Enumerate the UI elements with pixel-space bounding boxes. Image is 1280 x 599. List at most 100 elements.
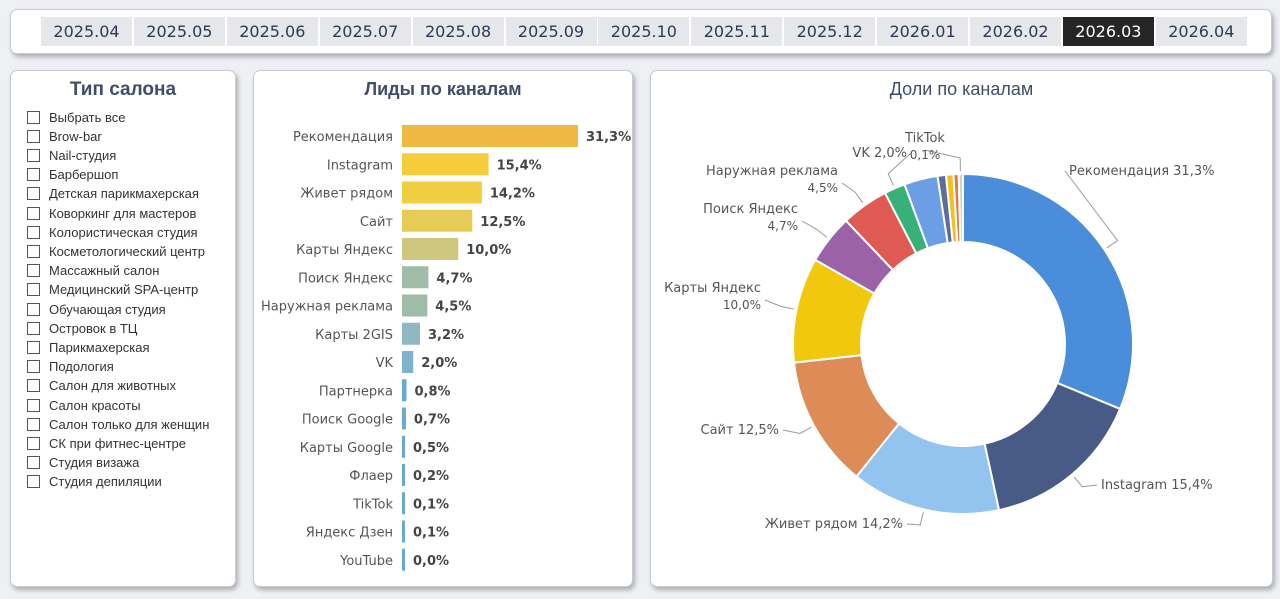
month-button-2025-05[interactable]: 2025.05	[133, 17, 225, 46]
bar[interactable]	[402, 322, 420, 345]
value-label: 0,0%	[413, 554, 449, 569]
month-button-2025-11[interactable]: 2025.11	[691, 17, 783, 46]
salon-type-label: Салон для животных	[49, 378, 176, 394]
month-button-2025-08[interactable]: 2025.08	[412, 17, 504, 46]
donut-slice[interactable]	[957, 172, 964, 244]
callout-value: 4,5%	[808, 181, 839, 195]
month-button-2025-10[interactable]: 2025.10	[598, 17, 690, 46]
month-button-2026-04[interactable]: 2026.04	[1155, 17, 1247, 46]
salon-type-item[interactable]: Подология	[27, 358, 232, 376]
salon-type-item[interactable]: Салон для животных	[27, 377, 232, 395]
checkbox[interactable]	[27, 225, 40, 239]
checkbox[interactable]	[27, 148, 40, 162]
salon-type-item[interactable]: Студия депиляции	[27, 473, 232, 491]
value-label: 2,0%	[421, 356, 457, 371]
bar[interactable]	[402, 294, 428, 317]
salon-type-item[interactable]: Студия визажа	[27, 454, 232, 472]
callout-label: Рекомендация 31,3%	[1069, 164, 1214, 179]
value-label: 0,7%	[414, 413, 450, 428]
bar[interactable]	[402, 209, 473, 232]
salon-type-item[interactable]: СК при фитнес-центре	[27, 434, 232, 452]
checkbox[interactable]	[27, 110, 40, 124]
salon-type-item[interactable]: Brow-bar	[27, 127, 232, 145]
callout-line	[1064, 170, 1119, 249]
month-button-2025-06[interactable]: 2025.06	[226, 17, 318, 46]
donut-slice[interactable]	[983, 381, 1122, 512]
callout-label: Наружная реклама	[706, 164, 838, 179]
bar[interactable]	[402, 520, 405, 543]
bar[interactable]	[402, 492, 405, 515]
month-button-2026-01[interactable]: 2026.01	[877, 17, 969, 46]
salon-type-label: Салон только для женщин	[49, 416, 210, 432]
callout-label: Сайт 12,5%	[701, 423, 780, 438]
bar[interactable]	[402, 266, 429, 289]
donut-slice[interactable]	[962, 172, 1134, 411]
callout-line	[841, 182, 864, 204]
checkbox[interactable]	[27, 168, 40, 182]
salon-type-item[interactable]: Массажный салон	[27, 262, 232, 280]
month-button-2026-03[interactable]: 2026.03	[1062, 17, 1154, 46]
salon-type-label: СК при фитнес-центре	[49, 435, 186, 451]
bar[interactable]	[402, 351, 414, 373]
salon-type-item[interactable]: Островок в ТЦ	[27, 319, 232, 337]
bar[interactable]	[402, 181, 482, 204]
value-label: 14,2%	[490, 187, 535, 202]
salon-type-item[interactable]: Медицинский SPA-центр	[27, 281, 232, 299]
bar[interactable]	[402, 464, 405, 486]
month-button-2026-02[interactable]: 2026.02	[970, 17, 1061, 46]
checkbox[interactable]	[27, 321, 40, 335]
select-all-item[interactable]: Выбрать все	[27, 108, 232, 126]
checkbox[interactable]	[27, 129, 40, 143]
month-button-2025-07[interactable]: 2025.07	[319, 17, 411, 46]
checkbox[interactable]	[27, 283, 40, 297]
salon-type-item[interactable]: Nail-студия	[27, 146, 232, 164]
checkbox[interactable]	[27, 302, 40, 316]
checkbox[interactable]	[27, 417, 40, 431]
bar[interactable]	[402, 125, 578, 147]
salon-type-item[interactable]: Коворкинг для мастеров	[27, 204, 232, 222]
salon-type-item[interactable]: Парикмахерская	[27, 338, 232, 356]
checkbox[interactable]	[27, 264, 40, 278]
salon-type-item[interactable]: Салон только для женщин	[27, 415, 232, 433]
bar[interactable]	[402, 238, 459, 260]
salon-type-label: Коворкинг для мастеров	[49, 205, 197, 221]
value-label: 0,1%	[413, 526, 449, 541]
callout-line	[801, 220, 828, 238]
salon-type-item[interactable]: Колористическая студия	[27, 223, 232, 241]
checkbox[interactable]	[27, 398, 40, 412]
salon-type-label: Выбрать все	[49, 109, 126, 125]
donut-chart-title: Доли по каналам	[889, 79, 1034, 99]
bar[interactable]	[402, 379, 407, 402]
bar[interactable]	[402, 548, 405, 571]
checkbox[interactable]	[27, 340, 40, 354]
month-button-2025-12[interactable]: 2025.12	[784, 17, 876, 46]
salon-type-item[interactable]: Барбершоп	[27, 166, 232, 184]
salon-type-label: Студия депиляции	[49, 474, 162, 490]
value-label: 0,8%	[414, 384, 450, 399]
checkbox[interactable]	[27, 244, 40, 258]
salon-type-item[interactable]: Детская парикмахерская	[27, 185, 232, 203]
leads-by-channel-card: Лиды по каналам Рекомендация 31,3% Instagr…	[253, 70, 633, 587]
salon-type-label: Барбершоп	[49, 167, 119, 183]
month-button-2025-09[interactable]: 2025.09	[505, 17, 597, 46]
salon-type-item[interactable]: Обучающая студия	[27, 300, 232, 318]
value-label: 3,2%	[428, 328, 464, 343]
salon-type-item[interactable]: Косметологический центр	[27, 242, 232, 260]
bar[interactable]	[402, 407, 406, 430]
checkbox[interactable]	[27, 456, 40, 470]
salon-type-label: Brow-bar	[49, 128, 102, 144]
salon-type-item[interactable]: Салон красоты	[27, 396, 232, 414]
bar[interactable]	[402, 153, 489, 176]
month-button-2025-04[interactable]: 2025.04	[41, 17, 132, 46]
checkbox[interactable]	[27, 379, 40, 393]
checkbox[interactable]	[27, 206, 40, 220]
bar[interactable]	[402, 435, 405, 458]
value-label: 31,3%	[586, 130, 631, 145]
checkbox[interactable]	[27, 187, 40, 201]
checkbox[interactable]	[27, 360, 40, 374]
checkbox[interactable]	[27, 475, 40, 489]
bar-chart: Рекомендация 31,3% Instagram 15,4% Живет ряд…	[261, 125, 631, 571]
salon-type-label: Nail-студия	[49, 147, 117, 163]
bar-chart-title: Лиды по каналам	[364, 79, 522, 99]
checkbox[interactable]	[27, 436, 40, 450]
